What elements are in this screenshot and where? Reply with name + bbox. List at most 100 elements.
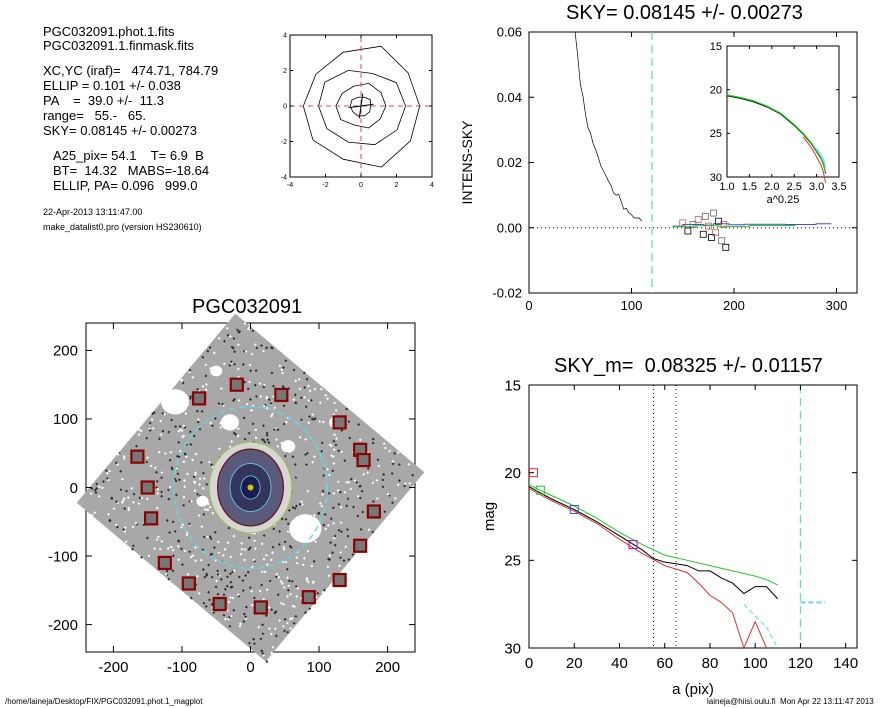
noise-pixel [196, 492, 199, 496]
noise-pixel [264, 553, 268, 557]
noise-pixel [156, 535, 160, 539]
noise-pixel [347, 558, 351, 561]
noise-pixel [180, 525, 183, 529]
noise-pixel [236, 593, 240, 597]
noise-pixel [178, 424, 182, 428]
noise-pixel [115, 500, 118, 504]
inset-frame [726, 45, 840, 178]
noise-pixel [233, 362, 237, 366]
noise-pixel [199, 461, 203, 464]
noise-pixel [267, 441, 271, 445]
noise-pixel [222, 362, 226, 366]
noise-pixel [356, 514, 360, 518]
x-tick-label: 100 [621, 298, 643, 313]
noise-pixel [192, 434, 196, 438]
info-bt: BT= 14.32 MABS=-18.64 [53, 163, 210, 178]
noise-pixel [280, 368, 284, 372]
noise-pixel [108, 519, 112, 523]
noise-pixel [244, 605, 248, 609]
noise-pixel [267, 606, 271, 609]
x-tick-label: 1.0 [719, 181, 734, 193]
x-tick-label: 80 [702, 655, 719, 672]
noise-pixel [125, 489, 128, 493]
noise-pixel [208, 535, 212, 539]
noise-pixel [270, 414, 273, 418]
noise-pixel [196, 387, 200, 391]
noise-pixel [213, 530, 217, 534]
noise-pixel [227, 526, 231, 530]
noise-pixel [208, 505, 212, 509]
noise-pixel [207, 590, 211, 594]
noise-pixel [351, 553, 355, 557]
noise-pixel [271, 645, 275, 649]
noise-pixel [302, 371, 306, 375]
noise-pixel [255, 346, 259, 350]
noise-pixel [204, 605, 208, 608]
noise-pixel [206, 535, 210, 539]
y-tick-label: 0.00 [497, 220, 522, 235]
noise-pixel [302, 556, 306, 560]
noise-pixel [286, 588, 290, 592]
x-tick-label: 0 [525, 655, 533, 672]
noise-pixel [357, 423, 361, 426]
noise-pixel [291, 455, 295, 459]
noise-pixel [259, 637, 263, 641]
noise-pixel [242, 620, 246, 623]
x-tick-label: 2.5 [787, 181, 802, 193]
info-file-2: PGC032091.1.finmask.fits [43, 38, 195, 53]
noise-pixel [219, 425, 223, 429]
noise-pixel [212, 611, 216, 614]
noise-pixel [263, 570, 267, 574]
noise-pixel [253, 596, 256, 600]
info-program: make_datalist0.pro (version HS230610) [43, 222, 202, 232]
noise-pixel [204, 374, 208, 378]
noise-pixel [240, 541, 244, 545]
noise-pixel [244, 350, 248, 353]
noise-pixel [343, 490, 347, 494]
noise-pixel [188, 499, 192, 503]
noise-pixel [200, 525, 204, 528]
noise-pixel [349, 477, 353, 481]
noise-pixel [130, 486, 134, 490]
noise-pixel [195, 409, 199, 413]
noise-pixel [104, 469, 108, 473]
noise-pixel [169, 545, 173, 549]
noise-pixel [216, 569, 220, 573]
noise-pixel [197, 514, 201, 517]
noise-pixel [194, 559, 198, 563]
y-tick-label: -4 [281, 174, 287, 181]
mag-profile-1 [528, 484, 779, 586]
noise-pixel [285, 567, 289, 571]
noise-pixel [293, 605, 296, 609]
footer-user: laineja@hiisi.oulu.fi Mon Apr 22 13:11:4… [707, 697, 874, 706]
noise-pixel [232, 399, 235, 403]
noise-pixel [318, 420, 322, 423]
noise-pixel [356, 494, 360, 498]
noise-pixel [89, 492, 93, 495]
noise-pixel [124, 540, 128, 544]
x-tick-label: 0 [525, 298, 532, 313]
noise-pixel [170, 418, 174, 422]
sky-box-point [679, 219, 687, 227]
x-tick-label: 100 [307, 659, 332, 676]
noise-pixel [299, 396, 303, 400]
noise-pixel [146, 536, 149, 540]
sky-box-point [718, 237, 726, 245]
noise-pixel [122, 454, 126, 458]
noise-pixel [135, 444, 138, 448]
noise-pixel [117, 452, 120, 456]
noise-pixel [290, 579, 294, 583]
noise-pixel [206, 508, 210, 512]
noise-pixel [202, 477, 206, 480]
noise-pixel [280, 517, 284, 521]
y-tick-label: 0.06 [497, 25, 522, 40]
noise-pixel [284, 560, 288, 564]
noise-pixel [333, 534, 337, 538]
noise-pixel [290, 616, 294, 620]
noise-pixel [105, 471, 109, 475]
noise-pixel [243, 558, 246, 562]
noise-pixel [270, 632, 273, 636]
sky-box-point [704, 222, 712, 230]
noise-pixel [265, 406, 269, 410]
noise-pixel [245, 402, 249, 406]
